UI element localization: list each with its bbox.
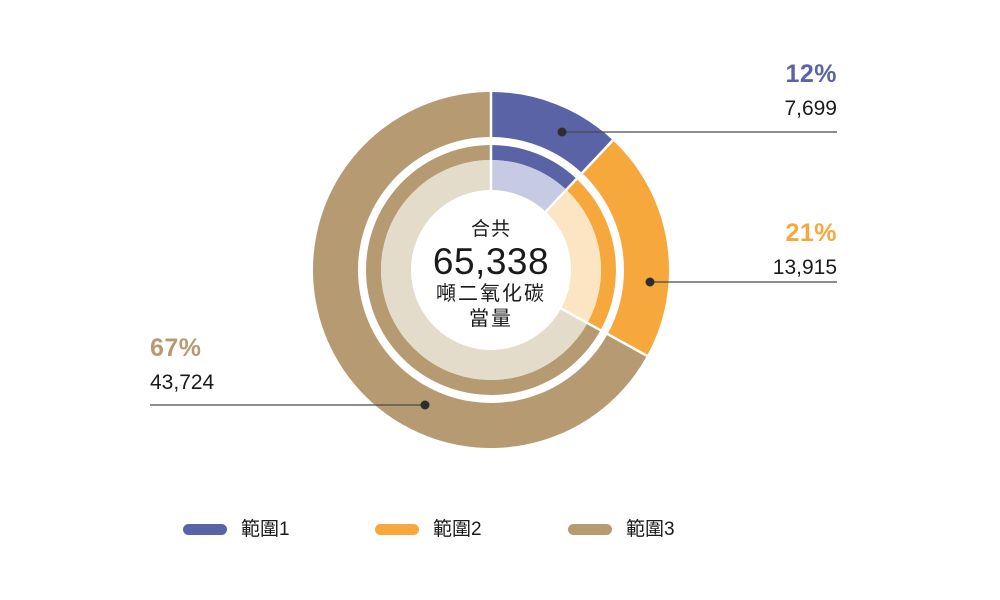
callout-dot-scope2 <box>645 277 655 287</box>
callout-scope2-percent: 21% <box>785 219 837 247</box>
callout-dot-scope3 <box>420 400 430 410</box>
callout-scope1-percent: 12% <box>785 60 837 88</box>
slice-separator-2 <box>543 138 615 214</box>
callout-scope1-value: 7,699 <box>784 97 837 120</box>
callout-dot-scope1 <box>557 127 567 137</box>
center-total-value: 65,338 <box>432 241 550 282</box>
legend-item-scope3: 範圍3 <box>568 520 675 539</box>
slice-separator-3 <box>558 306 649 358</box>
legend-item-scope1: 範圍1 <box>183 520 290 539</box>
callout-scope3-value: 43,724 <box>150 371 215 394</box>
donut-slice-1-ring-3 <box>491 160 567 212</box>
donut-center-label: 合共 65,338 噸二氧化碳 當量 <box>391 219 591 332</box>
callout-scope1: 12% 7,699 <box>784 60 837 121</box>
center-caption: 合共 <box>470 219 511 240</box>
callout-scope3: 67% 43,724 <box>150 334 214 395</box>
donut-slice-1-ring-1 <box>491 92 613 174</box>
legend-label-scope1: 範圍1 <box>241 519 290 540</box>
donut-slice-2-ring-1 <box>582 140 669 356</box>
donut-slice-3-ring-3 <box>380 160 588 381</box>
legend-label-scope2: 範圍2 <box>433 519 482 540</box>
callout-scope3-percent: 67% <box>150 334 202 362</box>
legend-swatch-scope1 <box>183 524 227 535</box>
donut-slice-1-ring-2 <box>491 145 577 190</box>
donut-slice-2-ring-3 <box>545 189 601 323</box>
legend-item-scope2: 範圍2 <box>375 520 482 539</box>
callout-scope2-value: 13,915 <box>772 256 837 279</box>
legend-label-scope3: 範圍3 <box>626 519 675 540</box>
donut-slice-2-ring-2 <box>566 178 617 331</box>
legend-swatch-scope2 <box>375 524 419 535</box>
callout-scope2: 21% 13,915 <box>773 219 837 280</box>
center-unit-line1: 噸二氧化碳 <box>436 283 546 305</box>
center-unit-line2: 當量 <box>469 308 513 330</box>
legend-swatch-scope3 <box>568 524 612 535</box>
